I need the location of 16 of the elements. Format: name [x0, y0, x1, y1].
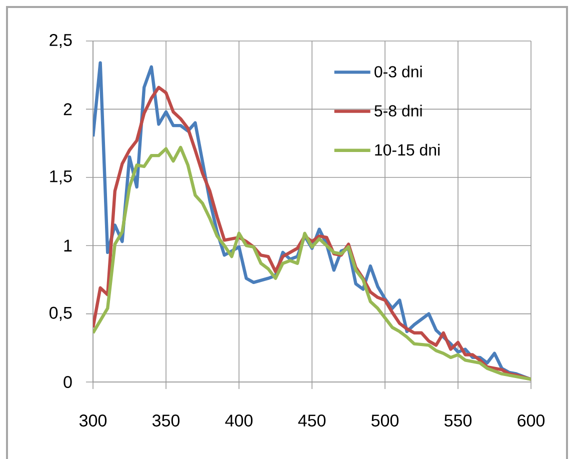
x-tick-label: 400 — [225, 414, 253, 427]
y-tick-label: 1 — [64, 240, 72, 252]
y-tick-label: 2 — [64, 103, 72, 116]
x-tick-label: 550 — [444, 414, 472, 427]
y-tick-label: 2,5 — [50, 34, 72, 48]
x-tick-label: 450 — [298, 414, 326, 427]
y-tick-label: 1,5 — [50, 170, 72, 184]
legend-label: 5-8 dni — [374, 104, 422, 117]
y-tick-label: 0 — [64, 376, 72, 388]
x-tick-label: 500 — [371, 414, 399, 427]
y-tick-label: 0,5 — [49, 306, 72, 321]
x-tick-label: 300 — [79, 414, 107, 427]
legend-label: 10-15 dni — [375, 144, 440, 156]
x-tick-label: 350 — [152, 414, 180, 427]
x-tick-label: 600 — [518, 414, 545, 427]
legend-label: 0-3 dni — [374, 66, 422, 78]
